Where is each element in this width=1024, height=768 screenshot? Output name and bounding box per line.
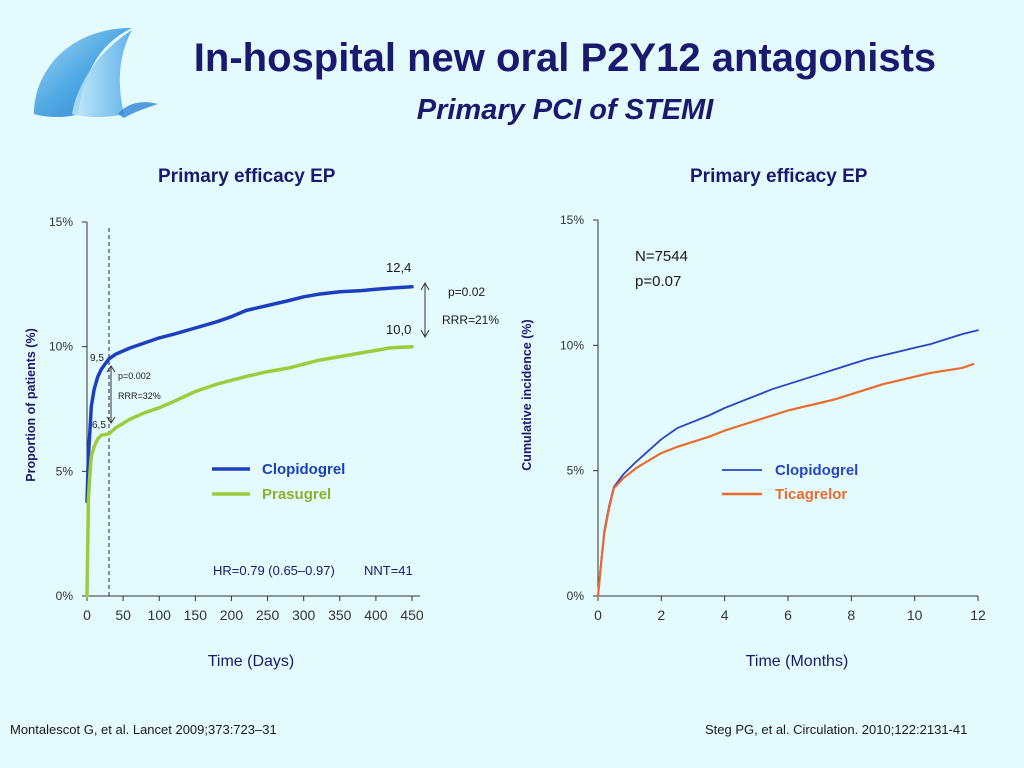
right-series-ticagrelor-line xyxy=(596,363,975,598)
legend-clopidogrel-right-label: Clopidogrel xyxy=(775,462,858,479)
left-x-tick-label: 450 xyxy=(400,607,424,623)
legend-ticagrelor-label: Ticagrelor xyxy=(775,486,847,503)
right-chart: 0% 5% 10% 15% 0 2 4 6 8 10 12 Cumulative incidenc… xyxy=(520,213,986,670)
left-x-tick-label: 100 xyxy=(148,607,172,623)
left-x-tick-label: 300 xyxy=(292,607,316,623)
logo-icon xyxy=(34,28,158,118)
day30-arrow-head-bottom xyxy=(106,416,116,424)
day30-clopidogrel-value: 9,5 xyxy=(90,353,104,364)
left-x-tick-label: 200 xyxy=(220,607,244,623)
legend-clopidogrel-label: Clopidogrel xyxy=(262,461,345,478)
left-y-tick-label: 10% xyxy=(49,340,73,354)
hr-annotation: HR=0.79 (0.65–0.97) xyxy=(213,563,335,578)
left-chart: 0% 5% 10% 15% 0 50 100 150 200 250 300 350 400 450 P… xyxy=(24,215,499,670)
left-x-tick-label: 150 xyxy=(184,607,208,623)
right-y-tick-label: 0% xyxy=(567,589,585,603)
end-p-value: p=0.02 xyxy=(448,285,485,299)
right-chart-title: Primary efficacy EP xyxy=(690,166,868,187)
day30-arrow-head-top xyxy=(106,365,116,373)
right-x-tick-label: 0 xyxy=(594,607,602,623)
end-rrr: RRR=21% xyxy=(442,313,499,327)
end-prasugrel-value: 10,0 xyxy=(386,322,411,337)
left-x-axis-label: Time (Days) xyxy=(208,653,295,670)
p-annotation: p=0.07 xyxy=(635,273,681,290)
right-x-tick-label: 8 xyxy=(847,607,855,623)
right-x-tick-label: 4 xyxy=(721,607,729,623)
left-series-prasugrel-line xyxy=(85,344,414,598)
day30-p-value: p=0.002 xyxy=(118,371,151,381)
right-y-axis-label: Cumulative incidence (%) xyxy=(520,319,534,470)
left-y-tick-label: 15% xyxy=(49,215,73,229)
left-y-axis-label: Proportion of patients (%) xyxy=(24,328,38,481)
left-chart-title: Primary efficacy EP xyxy=(158,166,336,187)
right-x-tick-label: 6 xyxy=(784,607,792,623)
day30-rrr: RRR=32% xyxy=(118,391,161,401)
end-clopidogrel-value: 12,4 xyxy=(386,260,411,275)
right-x-tick-label: 10 xyxy=(907,607,923,623)
left-y-tick-label: 5% xyxy=(56,464,74,478)
end-arrow-head-top xyxy=(420,281,430,291)
right-y-tick-label: 10% xyxy=(560,338,584,352)
right-series-clopidogrel-line xyxy=(597,329,979,597)
right-x-tick-label: 2 xyxy=(657,607,665,623)
reference-right: Steg PG, et al. Circulation. 2010;122:21… xyxy=(705,722,968,737)
left-series-clopidogrel-line xyxy=(85,285,414,504)
slide-subtitle: Primary PCI of STEMI xyxy=(416,94,714,126)
reference-left: Montalescot G, et al. Lancet 2009;373:72… xyxy=(10,722,277,737)
left-x-tick-label: 400 xyxy=(364,607,388,623)
day30-prasugrel-value: 6,5 xyxy=(92,420,106,431)
left-x-tick-label: 50 xyxy=(115,607,131,623)
n-annotation: N=7544 xyxy=(635,248,688,265)
end-arrow-head-bottom xyxy=(420,329,430,339)
right-x-axis-label: Time (Months) xyxy=(746,653,849,670)
right-y-tick-label: 15% xyxy=(560,213,584,227)
right-x-tick-label: 12 xyxy=(970,607,986,623)
left-x-tick-label: 0 xyxy=(83,607,91,623)
right-y-tick-label: 5% xyxy=(567,464,585,478)
slide-title: In-hospital new oral P2Y12 antagonists xyxy=(193,36,937,80)
left-x-tick-label: 350 xyxy=(328,607,352,623)
left-x-tick-label: 250 xyxy=(256,607,280,623)
nnt-annotation: NNT=41 xyxy=(364,563,413,578)
left-y-tick-label: 0% xyxy=(56,589,74,603)
legend-prasugrel-label: Prasugrel xyxy=(262,486,331,503)
